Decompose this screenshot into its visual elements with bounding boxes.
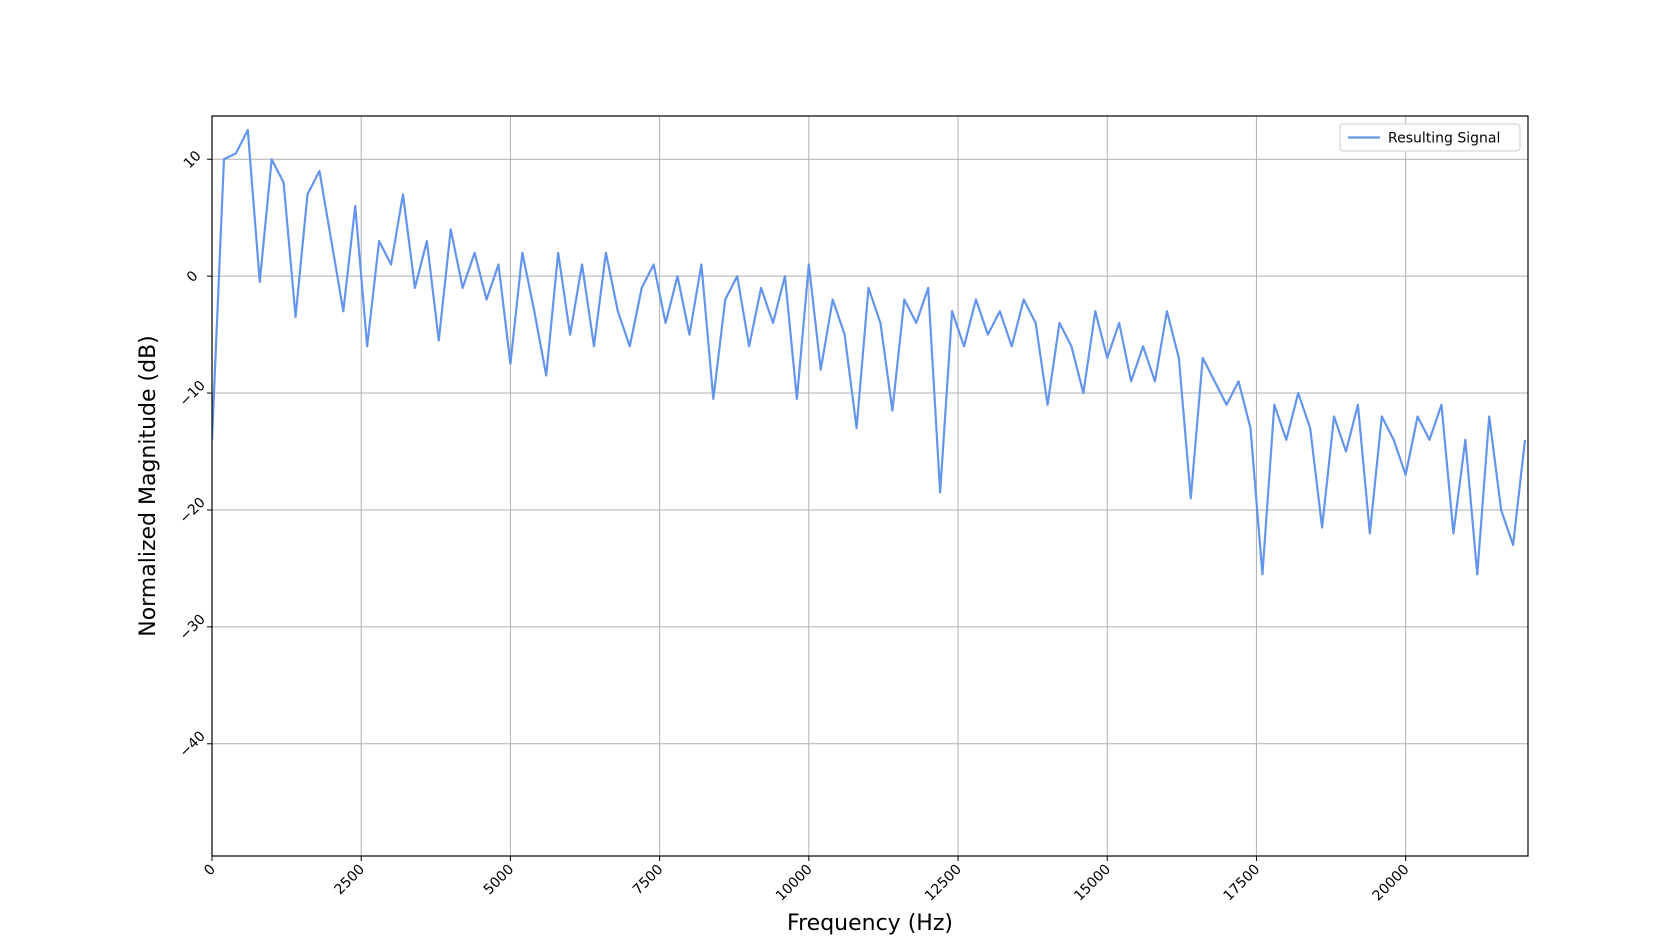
x-tick-label: 10000 bbox=[773, 862, 816, 905]
plot-frame bbox=[211, 115, 1529, 857]
y-tick-label: 10 bbox=[181, 148, 205, 172]
data-line bbox=[212, 128, 1527, 576]
x-tick-label: 15000 bbox=[1071, 862, 1114, 905]
x-tick-label: 17500 bbox=[1220, 862, 1263, 905]
x-tick-label: 7500 bbox=[630, 862, 667, 899]
x-axis-label: Frequency (Hz) bbox=[787, 911, 953, 936]
x-tick-label: 5000 bbox=[481, 862, 518, 899]
y-tick-label: 0 bbox=[184, 268, 202, 286]
y-axis-label: Normalized Magnitude (dB) bbox=[136, 335, 161, 637]
x-tick-label: 20000 bbox=[1370, 862, 1413, 905]
y-tick-label: −20 bbox=[177, 495, 209, 527]
y-tick-label: −30 bbox=[177, 611, 209, 643]
y-tick-label: −10 bbox=[177, 378, 209, 410]
x-tick-label: 2500 bbox=[332, 862, 369, 899]
legend-label: Resulting Signal bbox=[1388, 131, 1500, 147]
legend-box bbox=[1339, 123, 1521, 152]
x-tick-label: 12500 bbox=[922, 862, 965, 905]
y-tick-label: −40 bbox=[177, 728, 209, 760]
x-tick-label: 0 bbox=[201, 862, 219, 880]
